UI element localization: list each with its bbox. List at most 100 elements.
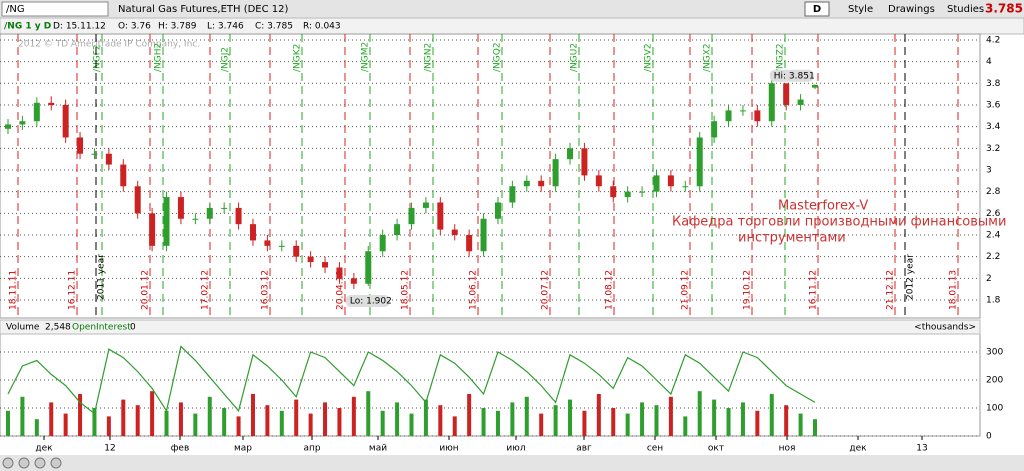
x-tick-label: июн [439, 444, 458, 454]
info-date: D: 15.11.12 [53, 22, 106, 32]
candle-body [624, 191, 631, 198]
oi-label: OpenInterest [72, 323, 131, 333]
open-interest-line [7, 345, 816, 415]
volume-bar [495, 410, 500, 436]
candle-body [480, 218, 487, 252]
expiration-label: 19.10.12 [743, 270, 753, 310]
volume-bar [740, 402, 745, 436]
volume-bar [568, 399, 573, 436]
y-tick-label: 0 [986, 432, 992, 442]
candle-body [567, 148, 574, 160]
volume-bar [236, 416, 241, 436]
info-high: H: 3.789 [158, 22, 197, 32]
volume-bar [250, 394, 255, 436]
y-tick-label: 3 [986, 165, 992, 175]
volume-bar [524, 396, 529, 436]
style-button[interactable]: Style [848, 4, 873, 15]
info-low: L: 3.746 [207, 22, 244, 32]
title: Natural Gas Futures,ETH (DEC 12) [118, 4, 288, 15]
info-range: R: 0.043 [303, 22, 341, 32]
lo-label: Lo: 1.902 [350, 296, 392, 306]
info-open: O: 3.76 [118, 22, 151, 32]
volume-bar [755, 410, 760, 436]
candle-body [667, 175, 674, 187]
caption: Кафедра торговли производными финансовым… [672, 215, 1006, 230]
candle-body [610, 186, 617, 198]
candle-body [192, 218, 199, 220]
hi-label: Hi: 3.851 [774, 71, 815, 81]
period-button[interactable] [804, 1, 830, 17]
caption: инструментами [738, 231, 846, 246]
zoom-button[interactable] [34, 457, 46, 469]
expiration-label: 21.09.12 [681, 270, 691, 310]
candle-body [523, 180, 530, 187]
volume-bar [668, 396, 673, 436]
candle-body [249, 224, 256, 241]
contract-label: /NGF2 [93, 44, 103, 72]
candle-body [783, 83, 790, 105]
volume-bar [366, 391, 371, 436]
volume-bar [308, 413, 313, 436]
x-tick-label: сен [647, 444, 663, 454]
candle-body [754, 110, 761, 122]
volume-bar [106, 416, 111, 436]
volume-label: Volume [6, 323, 40, 333]
y-tick-label: 1.8 [986, 296, 1001, 306]
zoom-button[interactable] [18, 457, 30, 469]
studies-button[interactable]: Studies [947, 4, 984, 15]
volume-bar [409, 413, 414, 436]
candle-body [408, 207, 415, 225]
volume-bar [164, 410, 169, 436]
expiration-label: 15.06.12 [469, 270, 479, 310]
volume-last: 2,548 [45, 323, 71, 333]
expiration-label: 16.11.12 [809, 270, 819, 310]
volume-bar [222, 408, 227, 436]
lo-badge [345, 294, 390, 307]
volume-bar [34, 419, 39, 436]
volume-bar [135, 405, 140, 436]
y-tick-label: 2.8 [986, 187, 1001, 197]
candle-body [322, 262, 329, 268]
drawings-button[interactable]: Drawings [888, 4, 935, 15]
volume-bar [279, 410, 284, 436]
x-tick-label: май [369, 444, 387, 454]
volume-bar [611, 408, 616, 436]
zoom-button[interactable] [50, 457, 62, 469]
candle-body [812, 84, 818, 88]
candle-body [278, 245, 285, 247]
candle-body [696, 137, 703, 187]
expiration-label: 18.01.13 [949, 270, 959, 310]
symbol-box[interactable] [1, 1, 109, 17]
units: <thousands> [914, 323, 976, 333]
y-tick-label: 4 [986, 57, 992, 67]
candle-body [768, 83, 775, 122]
expiration-label: 16.12.11 [68, 270, 78, 310]
volume-bar [784, 405, 789, 436]
x-tick-label: мар [234, 444, 252, 454]
contract-label: /NGM2 [361, 42, 371, 72]
candle-body [682, 186, 689, 188]
volume-bar [596, 394, 601, 436]
volume-bar [769, 394, 774, 436]
oi-last: 0 [130, 323, 136, 333]
zoom-button[interactable] [2, 457, 14, 469]
contract-label: /NGH2 [154, 43, 164, 72]
y-tick-label: 200 [986, 376, 1003, 386]
expiration-label: 16.03.12 [261, 270, 271, 310]
volume-bar [178, 402, 183, 436]
candle-body [163, 197, 170, 246]
volume-bar [467, 394, 472, 436]
watermark: 2012 © TD Ameritrade IP Company, Inc. [18, 40, 200, 50]
x-tick-label: авг [576, 444, 592, 454]
x-tick-label: июл [506, 444, 525, 454]
volume-bar [49, 402, 54, 436]
candle-body [105, 153, 112, 165]
volume-bar [726, 408, 731, 436]
volume-bar [697, 391, 702, 436]
period: D [813, 4, 821, 15]
contract-label: /NGJ2 [221, 47, 231, 72]
expiration-label: 21.12.12 [886, 270, 896, 310]
volume-bar [395, 402, 400, 436]
contract-label: /NGK2 [293, 44, 303, 72]
